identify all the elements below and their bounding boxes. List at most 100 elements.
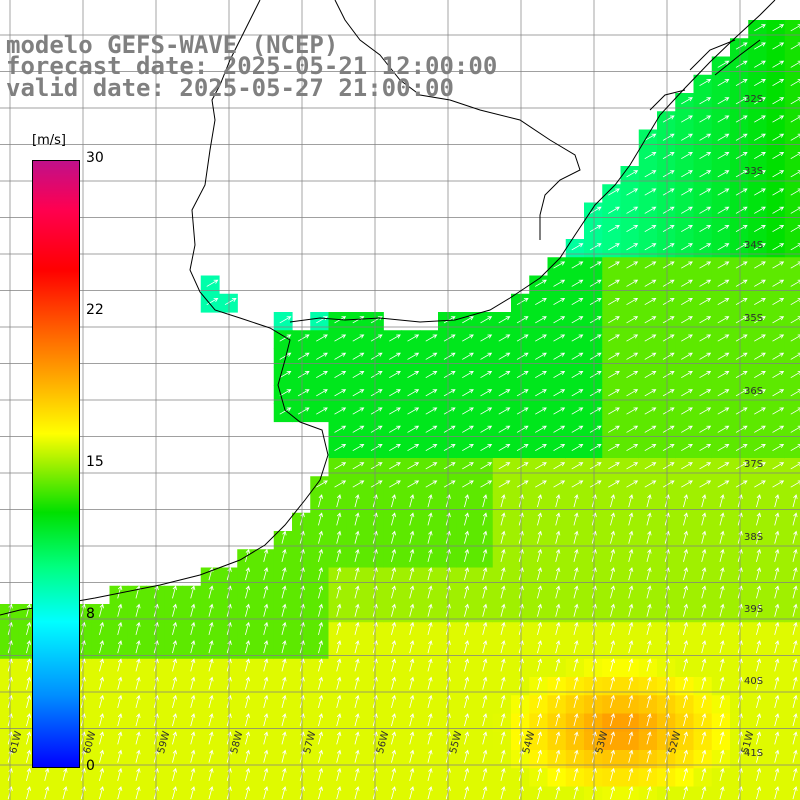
wind-arrow: [498, 334, 511, 342]
wind-arrow: [610, 494, 616, 508]
wind-arrow: [626, 389, 639, 397]
wind-arrow: [354, 640, 360, 654]
speed-cell: [547, 403, 567, 423]
wind-arrow: [719, 621, 725, 635]
speed-cell: [456, 330, 476, 350]
wind-arrow: [500, 767, 506, 781]
wind-arrow: [644, 352, 657, 360]
wind-arrow: [263, 731, 269, 745]
wind-arrow: [427, 640, 433, 654]
wind-arrow: [699, 206, 712, 214]
wind-arrow: [772, 297, 785, 306]
wind-arrow: [99, 603, 105, 617]
wind-arrow: [498, 370, 511, 379]
speed-cell: [693, 129, 713, 149]
wind-arrow: [756, 621, 762, 635]
wind-arrow: [409, 530, 415, 544]
speed-cell: [602, 293, 622, 313]
wind-arrow: [135, 749, 141, 763]
wind-arrow: [774, 731, 780, 745]
speed-cell: [565, 293, 585, 313]
wind-arrow: [701, 749, 707, 763]
speed-cell: [529, 385, 549, 404]
wind-arrow: [772, 243, 785, 251]
border-line: [334, 0, 581, 240]
wind-arrow: [389, 389, 401, 397]
wind-arrow: [535, 425, 547, 433]
speed-cell: [784, 677, 800, 696]
wind-arrow: [754, 407, 766, 415]
wind-arrow: [754, 243, 766, 251]
wind-arrow: [610, 694, 616, 708]
wind-arrow: [754, 261, 766, 269]
speed-cell: [602, 476, 622, 496]
wind-arrow: [573, 713, 579, 727]
wind-arrow: [681, 115, 693, 123]
wind-arrow: [754, 389, 766, 397]
wind-arrow: [772, 224, 785, 233]
wind-arrow: [589, 224, 602, 233]
wind-arrow: [389, 462, 401, 470]
speed-cell: [219, 293, 238, 313]
wind-arrow: [628, 548, 634, 562]
wind-arrow: [172, 767, 178, 781]
wind-arrow: [626, 334, 639, 342]
wind-arrow: [589, 443, 602, 452]
wind-arrow: [334, 370, 347, 379]
wind-arrow: [316, 334, 328, 342]
wind-arrow: [535, 297, 547, 306]
wind-arrow: [628, 512, 634, 526]
wind-arrow: [464, 530, 470, 544]
lat-label-39s: 39S: [744, 604, 764, 615]
speed-cell: [730, 56, 749, 76]
wind-arrow: [464, 694, 470, 708]
wind-arrow: [245, 640, 251, 654]
speed-cell: [310, 348, 330, 368]
wind-arrow: [717, 443, 730, 452]
speed-cell: [547, 275, 567, 295]
wind-arrow: [318, 512, 324, 526]
speed-cell: [328, 403, 348, 423]
wind-arrow: [792, 676, 798, 690]
wind-arrow: [464, 512, 470, 526]
speed-cell: [310, 385, 330, 404]
wind-arrow: [628, 713, 634, 727]
wind-arrow: [480, 480, 493, 488]
wind-arrow: [537, 767, 543, 781]
wind-arrow: [646, 548, 652, 562]
speed-cell: [474, 385, 494, 404]
speed-cell: [711, 385, 731, 404]
speed-cell: [784, 494, 800, 514]
wind-arrow: [571, 279, 584, 287]
wind-arrow: [462, 389, 474, 397]
speed-cell: [657, 184, 676, 204]
speed-cell: [292, 348, 311, 368]
wind-arrow: [190, 767, 196, 781]
wind-arrow: [628, 767, 634, 781]
speed-cell: [602, 257, 622, 277]
speed-cell: [748, 147, 768, 167]
wind-arrow: [334, 352, 347, 360]
wind-arrow: [391, 548, 397, 562]
wind-arrow: [500, 621, 506, 635]
wind-arrow: [190, 749, 196, 763]
wind-arrow: [774, 694, 780, 708]
speed-cell: [693, 293, 713, 313]
speed-cell: [711, 421, 731, 441]
wind-arrow: [279, 352, 292, 360]
wind-arrow: [409, 749, 415, 763]
wind-arrow: [535, 480, 547, 488]
wind-arrow: [172, 731, 178, 745]
speed-cell: [675, 184, 695, 204]
speed-cell: [511, 312, 530, 331]
speed-cell: [784, 366, 800, 386]
wind-arrow: [26, 676, 32, 690]
wind-arrow: [354, 621, 360, 635]
wind-arrow: [626, 224, 639, 233]
wind-arrow: [646, 749, 652, 763]
wind-arrow: [792, 640, 798, 654]
wind-arrow: [756, 767, 762, 781]
speed-cell: [784, 129, 800, 149]
wind-arrow: [443, 425, 456, 433]
wind-arrow: [571, 261, 584, 269]
